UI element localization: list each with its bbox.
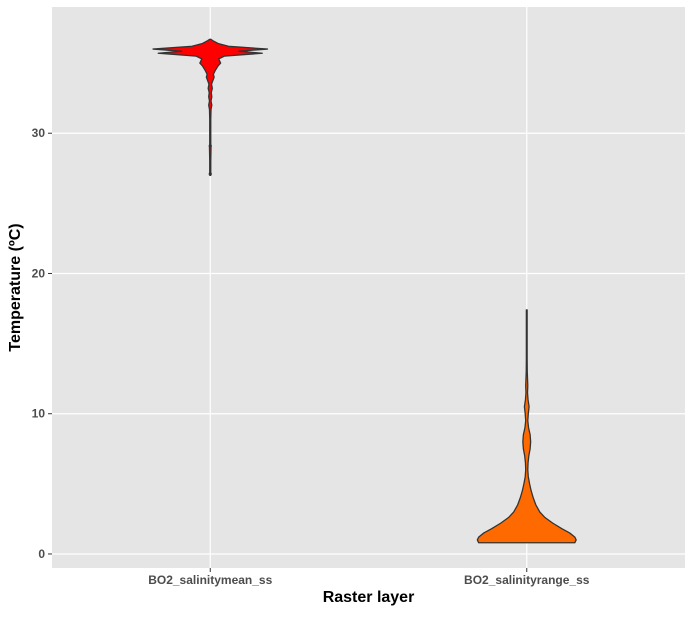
x-axis-ticks: BO2_salinitymean_ss BO2_salinityrange_ss: [148, 568, 590, 587]
violin-BO2_salinitymean_ss: [152, 38, 269, 176]
violin-outlier-point: [208, 172, 212, 176]
y-tick-label: 0: [38, 547, 45, 561]
violins: [152, 38, 577, 544]
y-axis-ticks: 0 10 20 30: [32, 126, 52, 561]
y-tick-label: 10: [32, 407, 46, 421]
plot-panel: [52, 7, 685, 568]
y-axis-title: Temperature (ºC): [7, 223, 24, 351]
x-tick-label: BO2_salinitymean_ss: [148, 573, 272, 587]
y-tick-label: 30: [32, 126, 46, 140]
violin-outlier-point: [208, 144, 212, 148]
violin-BO2_salinityrange_ss: [476, 309, 577, 544]
x-tick-label: BO2_salinityrange_ss: [464, 573, 590, 587]
y-tick-label: 20: [32, 266, 46, 280]
x-axis-title: Raster layer: [323, 589, 415, 606]
